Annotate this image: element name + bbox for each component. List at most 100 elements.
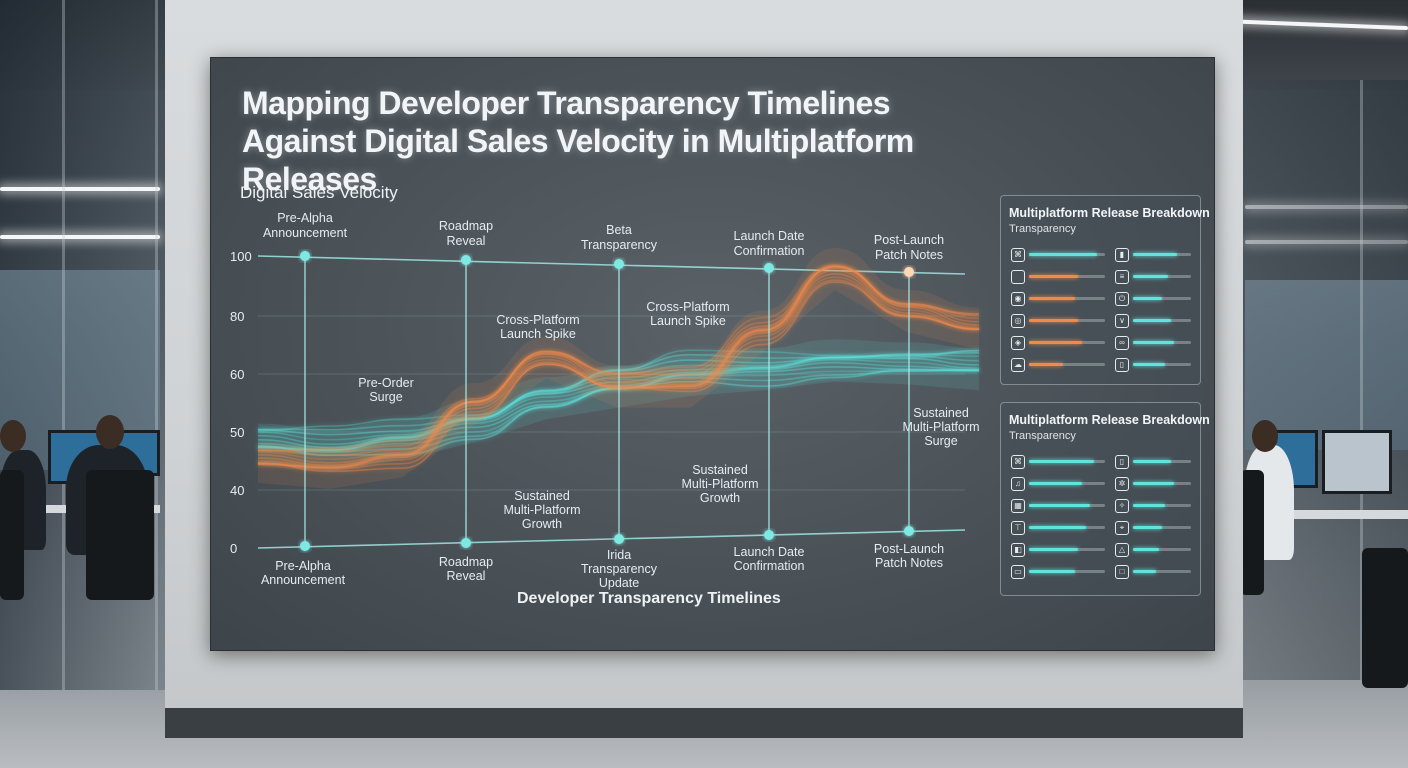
breakdown-row: ▯ (1115, 358, 1197, 372)
breakdown-bar-track (1133, 363, 1191, 366)
office-monitor (1322, 430, 1392, 494)
cloud-icon: ☁ (1011, 358, 1025, 372)
y-tick-label: 50 (230, 425, 244, 440)
y-gridline (257, 255, 966, 275)
chart-annotation: Sustained Multi-Platform Growth (503, 489, 580, 531)
milestone-label-bottom: Post-Launch Patch Notes (874, 542, 944, 570)
gamepad-icon: ◉ (1011, 292, 1025, 306)
y-tick-label: 100 (230, 249, 252, 264)
handheld-icon: ◧ (1011, 543, 1025, 557)
breakdown-bar-track (1133, 460, 1191, 463)
milestone-marker-top (461, 255, 471, 265)
milestone-label-bottom: Launch Date Confirmation (734, 545, 805, 573)
breakdown-row: ▮ (1115, 248, 1197, 262)
breakdown-row: ∨ (1115, 314, 1197, 328)
breakdown-bar-fill (1133, 253, 1177, 256)
milestone-marker-top (764, 263, 774, 273)
breakdown-bar-fill (1133, 570, 1157, 573)
breakdown-bar-fill (1133, 482, 1174, 485)
milestone-label-top: Launch Date Confirmation (734, 229, 805, 258)
breakdown-row: ◈ (1011, 336, 1105, 350)
chart-annotation: Cross-Platform Launch Spike (646, 300, 729, 328)
triangle-icon: △ (1115, 543, 1129, 557)
chart-annotation: Cross-Platform Launch Spike (496, 313, 579, 341)
y-axis-label: Digital Sales Velocity (240, 183, 398, 202)
breakdown-bar-track (1133, 504, 1191, 507)
breakdown-bar-fill (1133, 548, 1160, 551)
box-icon: □ (1115, 565, 1129, 579)
breakdown-bar-track (1133, 275, 1191, 278)
breakdown-bar-track (1029, 526, 1105, 529)
milestone-label-bottom: Roadmap Reveal (439, 555, 493, 583)
breakdown-bar-track (1133, 570, 1191, 573)
link-icon: ∞ (1115, 336, 1129, 350)
breakdown-row: ✲ (1115, 477, 1197, 491)
breakdown-row: ♫ (1011, 477, 1105, 491)
breakdown-bar-track (1133, 526, 1191, 529)
star-icon: ✧ (1115, 499, 1129, 513)
breakdown-bar-fill (1029, 341, 1083, 344)
breakdown-bar-fill (1133, 275, 1168, 278)
breakdown-row: ✧ (1115, 499, 1197, 513)
display-icon: ▭ (1011, 565, 1025, 579)
milestone-label-top: Beta Transparency (581, 223, 658, 252)
console-icon: ▮ (1115, 248, 1129, 262)
breakdown-bar-fill (1029, 460, 1094, 463)
breakdown-row: ◧ (1011, 543, 1105, 557)
breakdown-bar-track (1133, 482, 1191, 485)
milestone-label-top: Post-Launch Patch Notes (874, 233, 944, 262)
breakdown-row: ▦ (1011, 499, 1105, 513)
breakdown-bar-track (1133, 297, 1191, 300)
tablet-icon: ▯ (1115, 358, 1129, 372)
breakdown-bar-fill (1029, 363, 1064, 366)
milestone-label-top: Pre-Alpha Announcement (263, 211, 348, 240)
y-tick-label: 80 (230, 309, 244, 324)
breakdown-bar-fill (1133, 526, 1162, 529)
office-chair (86, 470, 154, 600)
release-breakdown-panel: Multiplatform Release Breakdown Transpar… (1000, 402, 1210, 596)
milestone-marker-top (904, 267, 914, 277)
milestone-label-bottom: Pre-Alpha Announcement (261, 559, 346, 587)
breakdown-row: ≡ (1115, 270, 1197, 284)
breakdown-row (1011, 270, 1105, 284)
breakdown-bar-track (1133, 341, 1191, 344)
breakdown-bar-track (1029, 504, 1105, 507)
breakdown-row: ▯ (1115, 455, 1197, 469)
breakdown-row: ∞ (1115, 336, 1197, 350)
office-chair (1240, 470, 1264, 595)
breakdown-row: ◎ (1011, 314, 1105, 328)
breakdown-bar-fill (1029, 548, 1079, 551)
milestone-marker-bottom (461, 538, 471, 548)
chart-annotation: Sustained Multi-Platform Surge (902, 406, 979, 448)
power-icon: ⏻ (1115, 292, 1129, 306)
breakdown-bar-track (1029, 460, 1105, 463)
ceiling-light-left-1 (0, 187, 160, 191)
breakdown-row: △ (1115, 543, 1197, 557)
breakdown-bar-fill (1029, 319, 1079, 322)
chart-annotation: Pre-Order Surge (358, 376, 414, 404)
page-title: Mapping Developer Transparency Timelines… (242, 85, 914, 197)
tower-icon: ⊤ (1011, 521, 1025, 535)
x-axis-label: Developer Transparency Timelines (517, 590, 781, 607)
breakdown-bar-fill (1133, 504, 1165, 507)
breakdown-bar-track (1133, 319, 1191, 322)
breakdown-bar-track (1029, 548, 1105, 551)
breakdown-row: ⊤ (1011, 521, 1105, 535)
chevron-icon: ∨ (1115, 314, 1129, 328)
milestone-marker-top (300, 251, 310, 261)
office-chair (1362, 548, 1408, 688)
breakdown-bar-fill (1133, 363, 1165, 366)
breakdown-bar-fill (1029, 253, 1098, 256)
office-chair (0, 470, 24, 600)
breakdown-bar-fill (1029, 297, 1075, 300)
mullion (62, 0, 65, 740)
square-icon (1011, 270, 1025, 284)
panel-title: Multiplatform Release Breakdown (1009, 413, 1210, 427)
y-tick-label: 60 (230, 367, 244, 382)
breakdown-bar-fill (1029, 526, 1086, 529)
breakdown-bar-fill (1029, 570, 1075, 573)
panel-subtitle: Transparency (1009, 430, 1076, 442)
breakdown-row: ◉ (1011, 292, 1105, 306)
milestone-marker-bottom (300, 541, 310, 551)
